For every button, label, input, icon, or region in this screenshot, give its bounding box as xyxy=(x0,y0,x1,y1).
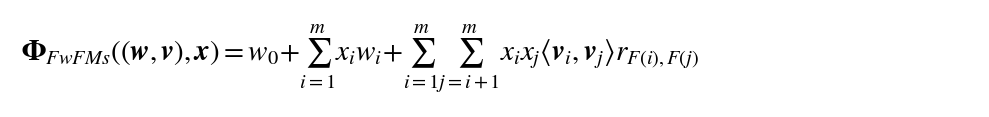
Text: $\mathbf{\Phi}_{FwFMs}((\boldsymbol{w},\boldsymbol{v}),\boldsymbol{x})=w_0\!+\!\: $\mathbf{\Phi}_{FwFMs}((\boldsymbol{w},\… xyxy=(21,23,699,94)
